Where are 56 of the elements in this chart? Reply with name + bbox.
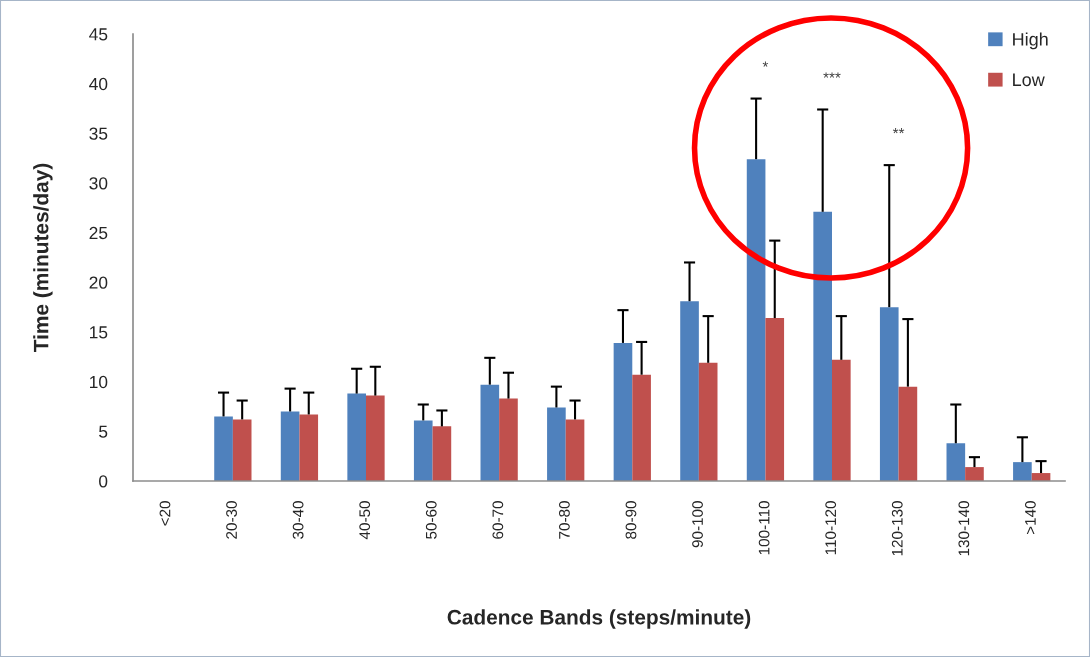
bar — [413, 420, 433, 481]
y-tick-label: 30 — [89, 177, 108, 190]
x-axis-title: Cadence Bands (steps/minute) — [447, 609, 751, 629]
x-tick-label: 50-60 — [425, 501, 437, 539]
bar — [746, 159, 766, 481]
x-tick-label: 130-140 — [958, 501, 970, 556]
y-tick-label: 20 — [89, 276, 108, 289]
bar — [898, 386, 918, 481]
x-tick-label: 80-90 — [625, 501, 637, 539]
bar — [214, 416, 233, 481]
bar — [547, 407, 566, 481]
x-tick-label: 60-70 — [492, 501, 504, 539]
annotation: *** — [823, 72, 841, 78]
bar — [280, 411, 300, 481]
y-tick-label: 10 — [90, 375, 108, 389]
bar — [632, 374, 651, 481]
bar — [946, 443, 966, 481]
annotation: ** — [892, 128, 905, 134]
bar — [765, 318, 785, 481]
x-tick-label: 30-40 — [292, 501, 304, 539]
bar — [480, 384, 500, 481]
x-tick-label: 20-30 — [226, 501, 237, 539]
bar — [813, 211, 832, 481]
y-tick-label: 25 — [89, 226, 108, 240]
x-tick-label: <20 — [159, 501, 171, 526]
bar — [232, 419, 252, 481]
bar — [613, 342, 633, 481]
bar — [965, 467, 984, 481]
bar — [499, 398, 518, 481]
annotation: * — [762, 61, 769, 67]
legend-label: High — [1013, 32, 1048, 50]
x-tick-label: 100-110 — [758, 501, 770, 555]
x-tick-label: 120-130 — [891, 501, 903, 556]
x-tick-label: >140 — [1025, 501, 1036, 535]
y-axis-title: Time (minutes/day) — [33, 163, 53, 352]
bar — [680, 301, 699, 481]
y-tick-label: 40 — [89, 77, 108, 91]
bar — [832, 359, 851, 481]
bar — [299, 414, 319, 481]
x-tick-label: 90-100 — [692, 501, 703, 548]
bar — [366, 395, 385, 481]
bar — [698, 362, 718, 481]
bar — [565, 419, 585, 481]
y-tick-label: 15 — [90, 326, 108, 339]
y-tick-label: 0 — [99, 475, 108, 488]
y-tick-label: 5 — [99, 425, 108, 438]
x-tick-label: 70-80 — [559, 501, 570, 539]
y-tick-label: 45 — [89, 28, 108, 41]
bar — [347, 393, 366, 481]
x-tick-label: 40-50 — [359, 501, 371, 540]
bar — [1013, 462, 1032, 481]
bar — [879, 307, 899, 481]
legend-label: Low — [1013, 73, 1045, 87]
x-tick-label: 110-120 — [825, 501, 837, 555]
y-tick-label: 35 — [89, 127, 108, 140]
bar — [432, 426, 452, 481]
